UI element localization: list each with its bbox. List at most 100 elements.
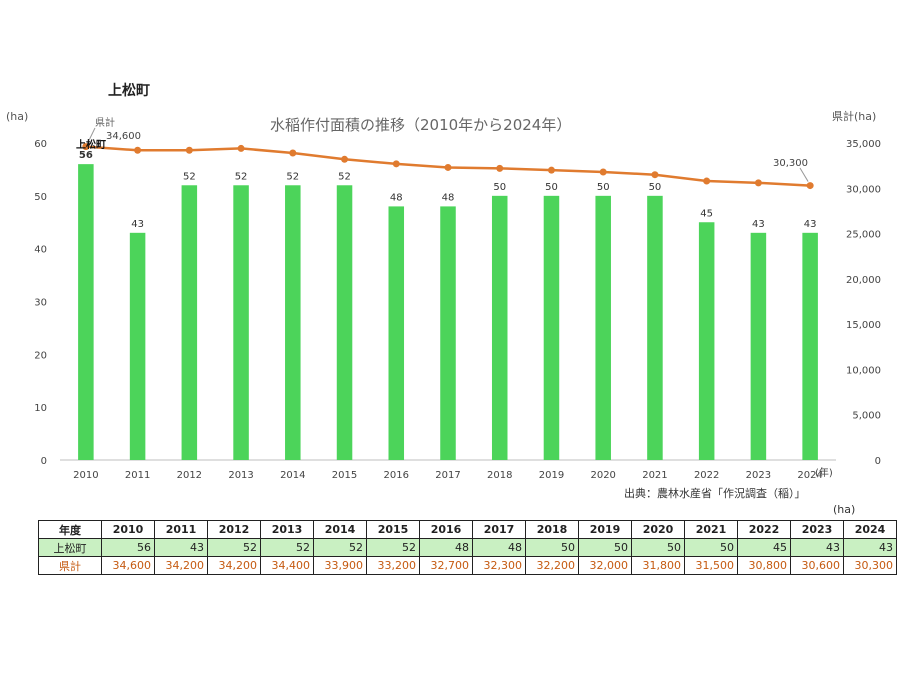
table-cell: 33,900 [313, 556, 367, 575]
right-tick-label: 15,000 [846, 320, 881, 331]
table-cell: 52 [366, 538, 420, 557]
x-tick-label: 2017 [435, 470, 460, 481]
table-cell: 50 [631, 538, 685, 557]
x-tick-label: 2019 [539, 470, 564, 481]
table-year: 2020 [631, 520, 685, 539]
x-tick-label: 2011 [125, 470, 150, 481]
bar [595, 195, 611, 461]
line-point [806, 182, 814, 190]
row-label: 県計 [38, 556, 102, 575]
table-cell: 32,700 [419, 556, 473, 575]
table-cell: 43 [843, 538, 897, 557]
table-year: 2016 [419, 520, 473, 539]
table-cell: 50 [684, 538, 738, 557]
bar-value-label: 43 [131, 219, 144, 230]
x-tick-label: 2020 [590, 470, 615, 481]
table-cell: 48 [472, 538, 526, 557]
line-point [82, 143, 90, 151]
x-tick-label: 2024 [797, 470, 822, 481]
right-axis-unit: 県計(ha) [832, 110, 877, 123]
line-point [341, 155, 349, 163]
source-note: 出典：農林水産省「作況調査（稲）」 [624, 487, 806, 500]
left-tick-label: 0 [41, 456, 47, 467]
town-title: 上松町 [108, 83, 150, 99]
bar-value-label: 52 [183, 171, 196, 182]
table-cell: 30,800 [737, 556, 791, 575]
table-row-prefecture: 県計 34,600 34,200 34,200 34,400 33,900 33… [38, 556, 897, 575]
table-cell: 32,000 [578, 556, 632, 575]
bar-value-label: 50 [597, 182, 610, 193]
table-cell: 43 [790, 538, 844, 557]
left-axis-unit: (ha) [6, 110, 29, 123]
table-year: 2018 [525, 520, 579, 539]
x-tick-label: 2010 [73, 470, 98, 481]
bar-value-label: 48 [390, 192, 403, 203]
right-tick-label: 35,000 [846, 139, 881, 150]
table-cell: 31,800 [631, 556, 685, 575]
table-cell: 56 [101, 538, 155, 557]
table-cell: 50 [525, 538, 579, 557]
area-chart-svg: 0 10 20 30 40 50 60 0 5,000 10,000 15,000 20,000 25,… [34, 116, 881, 481]
right-tick-label: 20,000 [846, 275, 881, 286]
table-cell: 34,200 [207, 556, 261, 575]
x-tick-label: 2018 [487, 470, 512, 481]
table-cell: 43 [154, 538, 208, 557]
bar [491, 195, 508, 461]
table-cell: 33,200 [366, 556, 420, 575]
table-cell: 30,600 [790, 556, 844, 575]
table-year: 2014 [313, 520, 367, 539]
x-tick-label: 2023 [746, 470, 771, 481]
bar [388, 206, 405, 460]
table-unit: (ha) [833, 503, 856, 516]
line-point [496, 164, 504, 172]
table-header-row: 年度 2010 2011 2012 2013 2014 2015 2016 20… [38, 520, 897, 539]
bar [750, 232, 767, 460]
bar [336, 185, 353, 460]
x-tick-label: 2022 [694, 470, 719, 481]
right-tick-label: 30,000 [846, 184, 881, 195]
bar-value-label: 52 [286, 171, 299, 182]
bar-value-label: 52 [235, 171, 248, 182]
table-cell: 30,300 [843, 556, 897, 575]
table-row-town: 上松町 56 43 52 52 52 52 48 48 50 50 50 50 … [38, 538, 897, 557]
pref-series-label: 県計 [95, 116, 115, 129]
table-cell: 34,600 [101, 556, 155, 575]
bar-value-label: 43 [752, 219, 765, 230]
table-cell: 32,300 [472, 556, 526, 575]
bar-value-label: 50 [493, 182, 506, 193]
table-year: 2013 [260, 520, 314, 539]
right-tick-label: 0 [875, 456, 881, 467]
bar [698, 222, 715, 460]
table-year: 2023 [790, 520, 844, 539]
table-cell: 34,200 [154, 556, 208, 575]
line-point [444, 163, 452, 171]
left-tick-label: 10 [34, 403, 47, 414]
bar-value-label: 52 [338, 171, 351, 182]
bar [440, 206, 456, 460]
table-cell: 52 [313, 538, 367, 557]
bar-value-label: 45 [700, 208, 713, 219]
left-tick-label: 50 [34, 192, 47, 203]
bar-value-label: 48 [442, 192, 455, 203]
right-tick-label: 5,000 [852, 411, 881, 422]
bar-value-label: 43 [804, 219, 817, 230]
x-tick-label: 2016 [384, 470, 409, 481]
line-point [754, 179, 762, 187]
table-year: 2015 [366, 520, 420, 539]
table-year: 2024 [843, 520, 897, 539]
table-cell: 32,200 [525, 556, 579, 575]
table-year: 2019 [578, 520, 632, 539]
line-point [237, 144, 245, 152]
right-tick-label: 10,000 [846, 365, 881, 376]
bar [78, 164, 94, 460]
table-year: 2010 [101, 520, 155, 539]
pref-last-leader [799, 167, 809, 182]
bar [285, 185, 301, 460]
bar [181, 185, 198, 460]
table-cell: 48 [419, 538, 473, 557]
right-tick-label: 25,000 [846, 230, 881, 241]
line-point [185, 146, 193, 154]
bar-value-label: 50 [545, 182, 558, 193]
line-point [651, 171, 659, 179]
bar-value-label: 56 [79, 150, 93, 161]
